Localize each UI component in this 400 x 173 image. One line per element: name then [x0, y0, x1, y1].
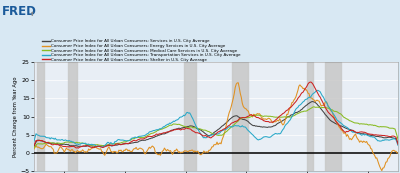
Legend: Consumer Price Index for All Urban Consumers: Services in U.S. City Average, Con: Consumer Price Index for All Urban Consu…	[42, 39, 241, 62]
Text: ⬆: ⬆	[29, 12, 34, 17]
Y-axis label: Percent Change from Year Ago: Percent Change from Year Ago	[13, 76, 18, 157]
Text: FRED: FRED	[2, 5, 37, 18]
Bar	[325, 62, 341, 171]
Bar	[307, 62, 313, 171]
Bar	[68, 62, 78, 171]
Bar	[184, 62, 196, 171]
Bar	[232, 62, 248, 171]
Bar	[37, 62, 44, 171]
